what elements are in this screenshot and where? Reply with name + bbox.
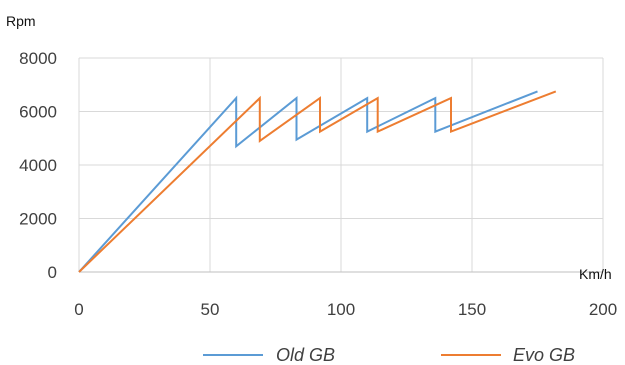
legend-label-evo-gb: Evo GB <box>513 345 575 365</box>
x-tick-label: 100 <box>327 300 355 319</box>
y-tick-label: 8000 <box>19 49 57 68</box>
y-tick-label: 6000 <box>19 103 57 122</box>
y-tick-label: 4000 <box>19 156 57 175</box>
x-tick-label: 0 <box>74 300 83 319</box>
y-tick-label: 0 <box>48 263 57 282</box>
series-line-old-gb <box>78 90 538 273</box>
x-tick-label: 200 <box>589 300 617 319</box>
legend: Old GB Evo GB <box>203 345 575 365</box>
y-tick-label: 2000 <box>19 210 57 229</box>
x-axis-label: Km/h <box>579 266 612 282</box>
grid-lines <box>78 57 604 273</box>
x-tick-label: 150 <box>458 300 486 319</box>
y-axis-label: Rpm <box>6 13 36 29</box>
series-line-evo-gb <box>78 90 557 273</box>
tick-labels: 0 2000 4000 6000 8000 0 50 100 150 200 <box>19 49 617 319</box>
x-tick-label: 50 <box>201 300 220 319</box>
series-lines <box>78 90 557 273</box>
legend-label-old-gb: Old GB <box>276 345 335 365</box>
